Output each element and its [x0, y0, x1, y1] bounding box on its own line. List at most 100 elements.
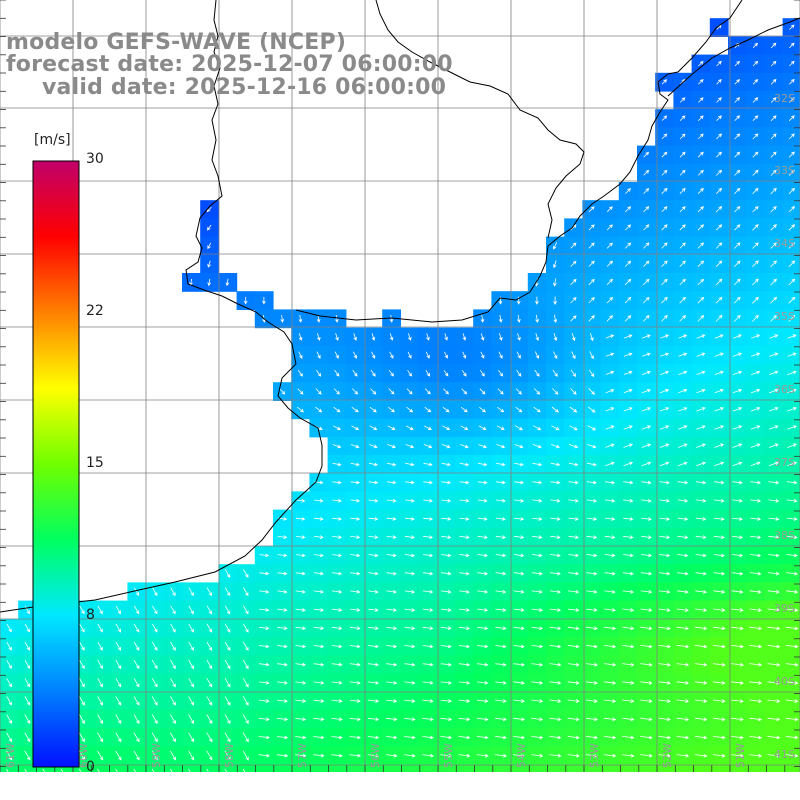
- wind-arrow: [588, 206, 595, 213]
- wind-arrow: [551, 425, 560, 431]
- wind-arrow: [494, 735, 507, 740]
- wind-arrow: [477, 608, 489, 612]
- wind-arrow: [604, 644, 617, 649]
- wind-arrow: [388, 388, 395, 395]
- wind-arrow: [788, 260, 796, 268]
- wind-arrow: [367, 717, 380, 722]
- colorbar: [32, 160, 80, 768]
- wind-arrow: [768, 407, 779, 412]
- longitude-label: 60W: [77, 743, 90, 768]
- wind-arrow: [787, 407, 797, 412]
- wind-arrow: [552, 369, 558, 377]
- wind-arrow: [495, 571, 507, 576]
- wind-cell: [637, 163, 656, 183]
- wind-cell: [618, 291, 638, 310]
- wind-arrow: [789, 97, 795, 103]
- wind-arrow: [661, 315, 668, 322]
- wind-arrow: [533, 425, 542, 431]
- wind-arrow: [695, 535, 707, 540]
- wind-arrow: [696, 425, 706, 430]
- wind-arrow: [277, 553, 288, 558]
- wind-arrow: [733, 296, 741, 304]
- wind-arrow: [713, 571, 726, 576]
- wind-arrow: [643, 296, 650, 304]
- wind-arrow: [661, 133, 668, 140]
- wind-arrow: [476, 680, 489, 685]
- wind-arrow: [732, 461, 743, 467]
- wind-arrow: [496, 425, 505, 430]
- wind-arrow: [513, 535, 525, 540]
- wind-cell: [618, 273, 638, 292]
- wind-arrow: [676, 699, 690, 703]
- wind-cell: [746, 36, 765, 56]
- wind-arrow: [314, 535, 324, 539]
- wind-arrow: [497, 388, 504, 395]
- wind-arrow: [624, 296, 632, 304]
- wind-arrow: [770, 242, 777, 249]
- wind-arrow: [549, 753, 562, 758]
- wind-arrow: [495, 662, 507, 667]
- wind-arrow: [277, 644, 288, 649]
- wind-cell: [618, 309, 638, 329]
- wind-arrow: [206, 696, 213, 706]
- wind-arrow: [516, 314, 521, 323]
- wind-arrow: [332, 535, 343, 539]
- wind-arrow: [750, 535, 762, 540]
- wind-arrow: [658, 608, 671, 612]
- wind-arrow: [331, 644, 343, 649]
- wind-arrow: [24, 714, 31, 724]
- wind-arrow: [170, 659, 176, 670]
- wind-arrow: [715, 224, 723, 231]
- wind-arrow: [151, 750, 158, 761]
- wind-arrow: [152, 605, 158, 615]
- wind-arrow: [659, 425, 670, 430]
- wind-arrow: [661, 169, 668, 176]
- wind-cell: [691, 273, 711, 292]
- wind-arrow: [440, 735, 453, 740]
- wind-arrow: [404, 553, 416, 558]
- wind-arrow: [351, 406, 359, 413]
- wind-arrow: [549, 626, 562, 631]
- wind-cell: [764, 91, 784, 110]
- wind-arrow: [712, 626, 726, 631]
- wind-arrow: [259, 626, 270, 631]
- wind-cell: [618, 236, 638, 256]
- wind-arrow: [658, 735, 671, 740]
- wind-arrow: [314, 517, 324, 521]
- wind-arrow: [734, 242, 741, 249]
- wind-arrow: [423, 480, 433, 485]
- wind-cell: [691, 236, 711, 256]
- wind-arrow: [604, 535, 616, 540]
- wind-cell: [436, 764, 456, 772]
- wind-cell: [691, 163, 711, 183]
- wind-arrow: [151, 659, 158, 670]
- wind-cell: [764, 72, 784, 92]
- wind-cell: [673, 764, 693, 772]
- wind-arrow: [768, 571, 780, 576]
- wind-arrow: [550, 535, 561, 540]
- wind-arrow: [588, 260, 595, 267]
- wind-cell: [637, 182, 656, 201]
- wind-arrow: [169, 750, 176, 761]
- wind-arrow: [531, 553, 543, 558]
- latitude-label: 40S: [774, 675, 795, 688]
- wind-arrow: [604, 553, 616, 558]
- wind-arrow: [640, 553, 653, 558]
- wind-arrow: [788, 206, 795, 213]
- wind-arrow: [752, 242, 759, 249]
- wind-arrow: [295, 553, 306, 558]
- wind-arrow: [661, 260, 668, 267]
- wind-arrow: [789, 78, 795, 85]
- wind-arrow: [715, 278, 723, 286]
- wind-arrow: [97, 659, 103, 670]
- wind-arrow: [188, 750, 195, 761]
- wind-arrow: [750, 480, 762, 485]
- wind-arrow: [603, 753, 617, 758]
- wind-arrow: [386, 589, 397, 594]
- wind-arrow: [225, 278, 230, 287]
- wind-arrow: [97, 732, 104, 743]
- wind-arrow: [567, 626, 580, 631]
- wind-arrow: [369, 406, 377, 413]
- wind-arrow: [422, 644, 434, 649]
- wind-arrow: [697, 260, 705, 267]
